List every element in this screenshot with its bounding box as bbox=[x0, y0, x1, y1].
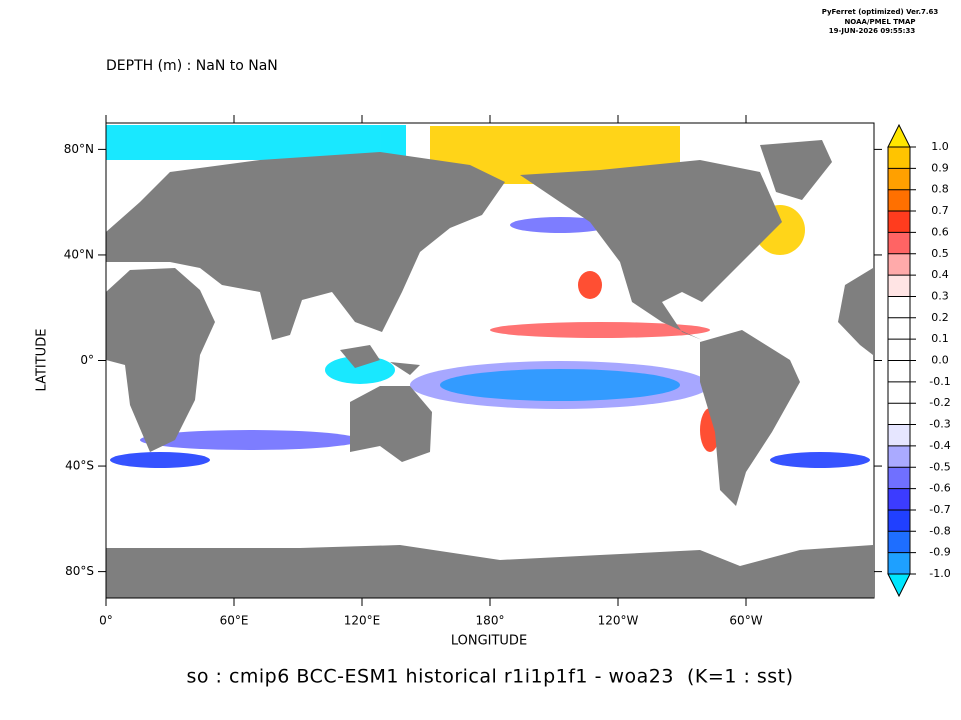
axes: 0° 60°E 120°E 180° 120°W 60°W 80°N 40°N 0° 40°S 80… bbox=[64, 115, 882, 628]
colorbar-label: -0.9 bbox=[929, 546, 950, 559]
land-antarctica bbox=[106, 545, 873, 598]
colorbar-label: -0.6 bbox=[929, 482, 950, 495]
land-eurasia bbox=[106, 152, 505, 340]
caption: so : cmip6 BCC-ESM1 historical r1i1p1f1 … bbox=[186, 666, 793, 688]
colorbar-label: 1.0 bbox=[931, 140, 949, 153]
y-tick-label: 0° bbox=[80, 353, 94, 367]
date: 19-JUN-2026 09:55:33 bbox=[829, 27, 916, 35]
colorbar-bin bbox=[888, 488, 910, 510]
colorbar-bin bbox=[888, 168, 910, 190]
colorbar-bin bbox=[888, 531, 910, 553]
colorbar-label: 0.5 bbox=[931, 247, 949, 260]
colorbar-bin bbox=[888, 381, 910, 404]
colorbar-label: 0.9 bbox=[931, 161, 949, 174]
x-tick-label: 180° bbox=[476, 614, 505, 628]
colorbar-bin bbox=[888, 509, 910, 532]
colorbar-bin bbox=[888, 211, 910, 233]
colorbar-label: 0.4 bbox=[931, 268, 949, 281]
software: PyFerret (optimized) Ver.7.63 bbox=[822, 8, 939, 16]
colorbar-extension-top bbox=[887, 123, 911, 148]
x-axis-label: LONGITUDE bbox=[451, 634, 527, 649]
y-tick-label: 80°S bbox=[65, 564, 94, 578]
x-tick-label: 120°E bbox=[344, 614, 381, 628]
colorbar-bin bbox=[888, 296, 910, 318]
colorbar: 1.0 0.9 0.8 0.7 0.6 0.5 0.4 0.3 0.2 0.1 0.0 -0.1 -0.… bbox=[887, 123, 951, 598]
y-tick-label: 40°S bbox=[65, 459, 94, 473]
land-greenland bbox=[760, 140, 832, 200]
colorbar-label: 0.7 bbox=[931, 204, 949, 217]
colorbar-bin bbox=[888, 339, 910, 361]
colorbar-bin bbox=[888, 424, 910, 446]
colorbar-bin bbox=[888, 445, 910, 468]
colorbar-label: 0.2 bbox=[931, 311, 949, 324]
colorbar-label: -0.5 bbox=[929, 460, 950, 473]
colorbar-bin bbox=[888, 275, 910, 297]
land-africa bbox=[106, 268, 215, 452]
y-axis-label: LATITUDE bbox=[35, 329, 50, 392]
colorbar-bin bbox=[888, 552, 910, 574]
y-tick-label: 40°N bbox=[64, 247, 94, 261]
colorbar-label: -0.7 bbox=[929, 503, 950, 516]
plot-title: DEPTH (m) : NaN to NaN bbox=[106, 58, 278, 74]
colorbar-label: -1.0 bbox=[929, 567, 950, 580]
colorbar-label: -0.4 bbox=[929, 439, 950, 452]
land-indonesia bbox=[340, 345, 420, 375]
colorbar-label: -0.1 bbox=[929, 375, 950, 388]
x-tick-label: 60°W bbox=[729, 614, 762, 628]
colorbar-bin bbox=[888, 232, 910, 254]
colorbar-bin bbox=[888, 403, 910, 425]
colorbar-bin bbox=[888, 467, 910, 489]
colorbar-bin bbox=[888, 253, 910, 276]
colorbar-label: 0.1 bbox=[931, 332, 949, 345]
colorbar-extension-bottom bbox=[887, 573, 911, 598]
org: NOAA/PMEL TMAP bbox=[844, 18, 915, 26]
map-area bbox=[105, 122, 875, 599]
land-north-america bbox=[520, 160, 782, 340]
colorbar-bin bbox=[888, 147, 910, 169]
land-south-america bbox=[700, 330, 800, 506]
land-australia bbox=[350, 386, 432, 462]
colorbar-label: 0.0 bbox=[931, 354, 949, 367]
x-tick-label: 120°W bbox=[598, 614, 639, 628]
x-tick-label: 60°E bbox=[220, 614, 249, 628]
colorbar-label: -0.3 bbox=[929, 418, 950, 431]
colorbar-bin bbox=[888, 360, 910, 382]
land-west-africa bbox=[838, 268, 873, 355]
colorbar-label: 0.8 bbox=[931, 183, 949, 196]
x-tick-label: 0° bbox=[99, 614, 113, 628]
colorbar-label: 0.3 bbox=[931, 289, 949, 302]
colorbar-label: -0.2 bbox=[929, 396, 950, 409]
y-tick-label: 80°N bbox=[64, 142, 94, 156]
colorbar-bin bbox=[888, 317, 910, 340]
colorbar-label: 0.6 bbox=[931, 225, 949, 238]
colorbar-bin bbox=[888, 189, 910, 212]
colorbar-label: -0.8 bbox=[929, 524, 950, 537]
